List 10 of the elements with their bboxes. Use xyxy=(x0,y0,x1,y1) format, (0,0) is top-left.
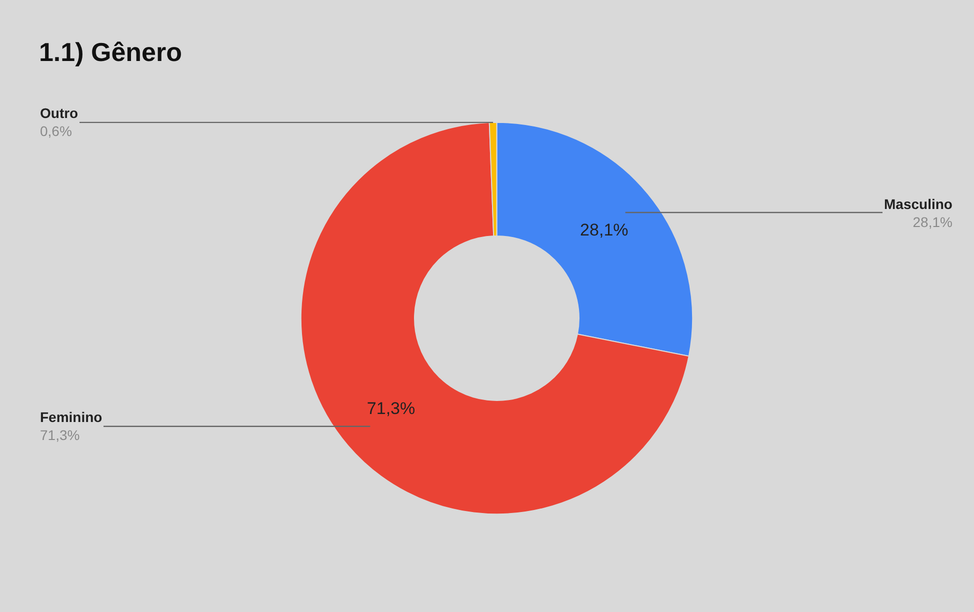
text: 71,3% xyxy=(40,427,80,444)
chart-title: 1.1) Gênero xyxy=(38,37,182,68)
slice-label: Masculino xyxy=(884,196,952,212)
donut-slice xyxy=(300,122,690,514)
slice-label: Feminino xyxy=(40,409,102,425)
data-label: 28,1% xyxy=(580,220,628,240)
data-label: 0,6% xyxy=(40,123,72,140)
slice-label: Outro xyxy=(40,105,78,121)
data-label: 71,3% xyxy=(366,399,416,418)
text: 28,1% xyxy=(912,214,952,230)
